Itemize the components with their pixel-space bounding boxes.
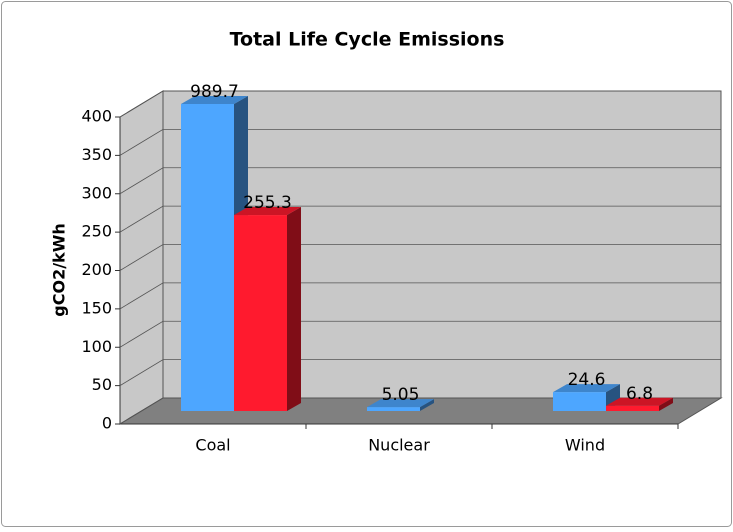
y-tick-label: 0	[102, 414, 112, 433]
bar	[234, 215, 287, 411]
bar	[606, 405, 659, 411]
bar-side	[420, 399, 434, 411]
bar-top	[553, 384, 620, 393]
bar	[367, 407, 420, 411]
grid-line	[119, 320, 721, 348]
y-tick-label: 300	[81, 183, 112, 202]
grid-line	[119, 90, 721, 118]
bar-side	[659, 397, 673, 411]
data-label: 5.05	[382, 385, 420, 405]
grid-line	[119, 397, 721, 425]
y-tick-label: 400	[81, 107, 112, 126]
y-tick-label: 150	[81, 298, 112, 317]
data-label: 6.8	[626, 384, 653, 404]
y-tick-label: 200	[81, 260, 112, 279]
grid-line	[119, 205, 721, 233]
grid-line	[119, 128, 721, 156]
bar-top	[606, 397, 673, 406]
x-tick-label: Wind	[565, 436, 605, 455]
grid-line	[119, 167, 721, 195]
bar-top	[234, 207, 301, 216]
data-label: 255.3	[243, 193, 292, 213]
grid-line	[119, 282, 721, 310]
grid-line	[119, 244, 721, 271]
y-tick-label: 50	[92, 375, 112, 394]
data-label: 24.6	[568, 370, 606, 390]
bar	[553, 392, 606, 411]
y-tick-label: 100	[81, 337, 112, 356]
bar-side	[287, 207, 301, 411]
y-axis-label: gCO2/kWh	[50, 223, 69, 316]
bar-top	[181, 96, 248, 104]
bar-top	[367, 399, 434, 408]
x-tick-label: Nuclear	[368, 436, 430, 455]
grid-line	[119, 359, 721, 386]
data-label: 989.7	[190, 82, 239, 102]
x-tick-label: Coal	[195, 436, 230, 455]
chart-title: Total Life Cycle Emissions	[230, 29, 505, 51]
y-tick-label: 250	[81, 222, 112, 241]
y-tick-label: 350	[81, 145, 112, 164]
bar	[181, 104, 234, 411]
